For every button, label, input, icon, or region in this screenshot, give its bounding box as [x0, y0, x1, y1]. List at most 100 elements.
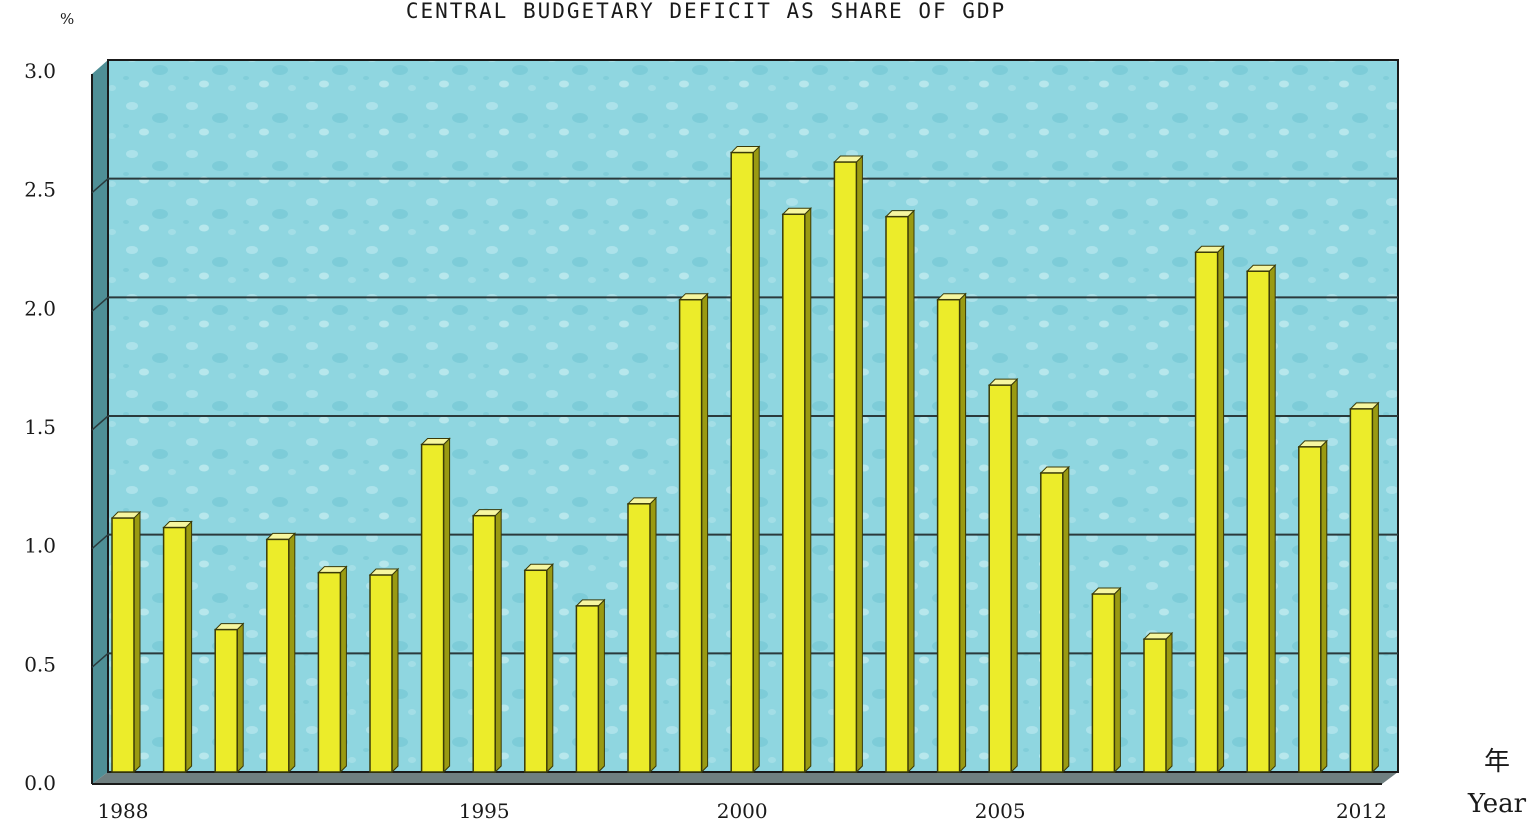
bar-side — [443, 437, 451, 774]
bar-2003 — [884, 209, 916, 774]
bar-front — [1091, 593, 1116, 773]
bar-side — [1165, 631, 1173, 774]
bar-side — [701, 292, 709, 774]
bar-side — [1320, 439, 1328, 774]
bar-side — [339, 565, 347, 774]
bar-front — [1194, 251, 1219, 773]
gridline-wall — [91, 652, 109, 668]
bar-2009 — [1194, 245, 1225, 774]
y-tick-label: 1.0 — [24, 534, 56, 558]
bar-front — [524, 569, 548, 773]
bar-side — [1371, 401, 1379, 774]
bar-2006 — [1039, 465, 1071, 774]
bar-front — [214, 628, 238, 773]
bar-front — [782, 213, 806, 773]
bar-2002 — [833, 154, 864, 774]
x-axis-title-cjk: 年 — [1484, 747, 1510, 777]
bar-front — [678, 298, 703, 773]
bar-front — [936, 298, 961, 773]
bar-2008 — [1142, 631, 1174, 774]
bar-2007 — [1091, 586, 1122, 774]
bar-side — [907, 209, 915, 774]
y-axis-ticks: 0.0 0.5 1.0 1.5 2.0 2.5 3.0 — [24, 59, 56, 795]
bar-1991 — [265, 532, 297, 774]
bars — [110, 145, 1380, 774]
x-tick-label-1995: 1995 — [459, 799, 510, 823]
bar-1992 — [317, 565, 348, 774]
bar-side — [494, 508, 502, 774]
bar-2010 — [1245, 264, 1277, 774]
bar-side — [1268, 264, 1276, 774]
gridline-wall — [91, 296, 109, 312]
bar-side — [236, 622, 244, 774]
y-tick-label: 0.0 — [24, 771, 56, 795]
bar-front — [627, 503, 651, 773]
x-tick-label-2012: 2012 — [1336, 799, 1387, 823]
y-tick-label: 2.5 — [24, 178, 56, 202]
bar-front — [1349, 408, 1374, 773]
bar-side — [1113, 586, 1121, 774]
bar-2005 — [987, 377, 1019, 774]
bar-1993 — [368, 567, 400, 774]
bar-1988 — [110, 510, 142, 774]
bar-side — [288, 532, 296, 774]
bar-front — [317, 571, 342, 773]
x-axis-ticks: 1988 1995 2000 2005 2012 — [98, 799, 1387, 823]
bar-1998 — [626, 496, 658, 774]
bar-side — [959, 292, 967, 774]
bar-side — [546, 563, 554, 774]
y-tick-label: 2.0 — [24, 296, 56, 320]
y-tick-label: 1.5 — [24, 415, 56, 439]
bar-front — [575, 605, 600, 773]
bar-side — [804, 207, 812, 774]
bar-front — [369, 574, 393, 773]
bar-front — [1246, 270, 1270, 773]
bar-front — [833, 161, 858, 773]
bar-side — [1010, 377, 1018, 774]
bar-2004 — [936, 292, 967, 774]
gridline-wall — [91, 415, 109, 431]
bar-2011 — [1297, 439, 1329, 774]
bar-side — [752, 145, 760, 774]
x-tick-label-2005: 2005 — [975, 799, 1026, 823]
bar-front — [885, 215, 909, 773]
bar-side — [1062, 465, 1070, 774]
bar-front — [1298, 446, 1322, 773]
bar-front — [730, 151, 754, 773]
bar-side — [391, 567, 399, 774]
bar-1994 — [420, 437, 451, 774]
bar-1997 — [575, 598, 606, 774]
bar-front — [111, 517, 135, 773]
bar-side — [597, 598, 605, 774]
x-axis-title: Year — [1467, 789, 1527, 819]
bar-1990 — [213, 622, 245, 774]
gridline-wall — [91, 178, 109, 194]
y-tick-label: 0.5 — [24, 652, 56, 676]
plot-left-wall — [92, 60, 108, 784]
bar-1999 — [678, 292, 709, 774]
bar-front — [162, 526, 187, 773]
bar-front — [988, 384, 1012, 773]
bar-side — [649, 496, 657, 774]
unit-label: % — [60, 10, 74, 28]
bar-front — [420, 443, 445, 773]
gridline-wall — [91, 534, 109, 550]
y-tick-label: 3.0 — [24, 59, 56, 83]
bar-2012 — [1349, 401, 1380, 774]
bar-side — [1217, 245, 1225, 774]
x-tick-label-1988: 1988 — [98, 799, 149, 823]
bar-front — [1040, 472, 1064, 773]
bar-1996 — [523, 563, 555, 774]
bar-side — [133, 510, 141, 774]
bar-1989 — [162, 520, 193, 774]
plot-floor — [92, 772, 1398, 784]
bar-1995 — [471, 508, 503, 774]
chart-title: CENTRAL BUDGETARY DEFICIT AS SHARE OF GD… — [406, 0, 1006, 23]
bar-2001 — [781, 207, 813, 774]
bar-side — [185, 520, 193, 774]
bar-front — [472, 514, 496, 773]
x-tick-label-2000: 2000 — [717, 799, 768, 823]
bar-front — [1143, 638, 1167, 773]
